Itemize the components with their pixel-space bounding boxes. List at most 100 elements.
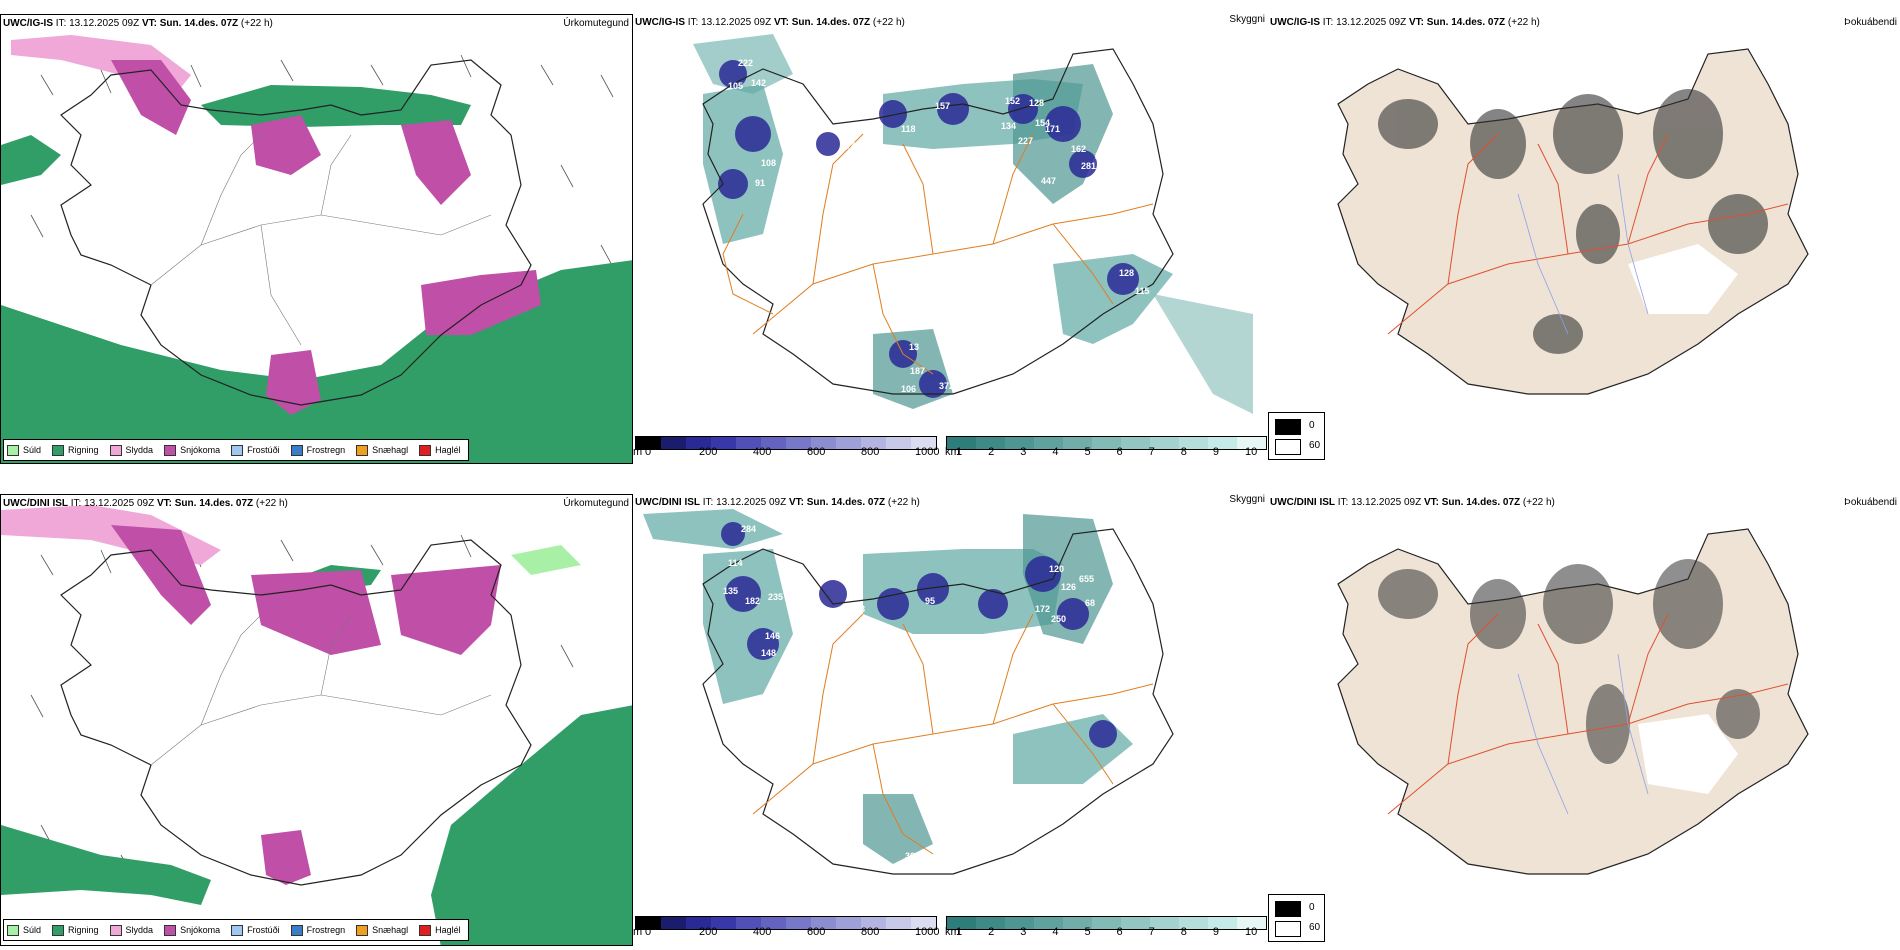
snow-depth-label: 162: [1071, 144, 1086, 154]
fog-index-label: Þokuábendi: [1844, 17, 1897, 28]
cloud-key-swatch-0: [1275, 419, 1301, 435]
rain-area-north: [201, 85, 471, 127]
snow-depth-label: 13: [909, 342, 919, 352]
roads: [752, 613, 1154, 855]
colorbar-segment: [1034, 437, 1063, 449]
snow-visibility-panel-2: 284 114 135 182 235 146 148 98 67 95 120 655 172 126 6…: [633, 494, 1268, 946]
snow-depth-label: 187: [910, 366, 925, 376]
precip-type-panel-2: UWC/DINI ISL IT: 13.12.2025 09Z VT: Sun.…: [0, 494, 633, 946]
snow-depth-label: 95: [925, 596, 935, 606]
snow-depth-unit: m: [633, 446, 643, 458]
panel-title: UWC/IG-IS IT: 13.12.2025 09Z VT: Sun. 14…: [3, 18, 273, 29]
colorbar-tick-label: 7: [1148, 926, 1155, 938]
legend-item: Slydda: [109, 924, 153, 936]
colorbar-tick-label: 200: [699, 926, 718, 938]
snow-depth-label: 35: [1128, 756, 1138, 766]
precip-map-2: [1, 505, 632, 945]
init-time: 13.12.2025 09Z: [716, 497, 787, 508]
snow-area-n: [251, 115, 321, 175]
legend-item: Frostúði: [231, 924, 280, 936]
vt-label: VT:: [788, 497, 804, 508]
colorbar-tick-label: 10: [1245, 446, 1258, 458]
vis-shading-e: [1053, 254, 1173, 344]
colorbar-segment: [1034, 917, 1063, 929]
snow-depth-label: 284: [741, 524, 756, 534]
fog-white-area: [1628, 244, 1738, 314]
valid-time: Sun. 14.des. 07Z: [806, 497, 886, 508]
colorbar-tick-label: 1: [956, 926, 963, 938]
colorbar-segment: [976, 917, 1005, 929]
lead-time: (+22 h): [255, 498, 288, 509]
colorbar-segment: [1063, 437, 1092, 449]
snow-depth-label: 152: [1005, 96, 1020, 106]
snow-depth-label: 150: [1039, 326, 1054, 336]
legend-swatch: [52, 444, 65, 456]
colorbar-segment: [861, 917, 886, 929]
panel-title: UWC/DINI ISL IT: 13.12.2025 09Z VT: Sun.…: [3, 498, 288, 509]
lead-time: (+22 h): [887, 497, 920, 508]
init-time: 13.12.2025 09Z: [69, 18, 140, 29]
colorbar-tick-label: 600: [807, 446, 826, 458]
colorbar-tick-label: 800: [861, 446, 880, 458]
colorbar-tick-label: 2: [988, 926, 995, 938]
fog-panel-2: UWC/DINI ISL IT: 13.12.2025 09Z VT: Sun.…: [1268, 494, 1900, 946]
model-name: UWC/IG-IS: [1270, 17, 1320, 28]
legend-item: Snjókoma: [164, 924, 220, 936]
precip-type-label: Úrkomutegund: [563, 18, 629, 29]
colorbar-segment: [1121, 917, 1150, 929]
snow-depth-label: 300: [905, 851, 920, 861]
legend-item: Frostúði: [231, 444, 280, 456]
colorbar-segment: [636, 917, 661, 929]
lead-time: (+22 h): [240, 18, 273, 29]
legend-swatch: [231, 924, 244, 936]
colorbar-segment: [947, 437, 976, 449]
legend-swatch: [356, 924, 369, 936]
snow-area-e: [421, 270, 541, 335]
snow-depth-label: 169: [1123, 588, 1138, 598]
legend-swatch: [419, 924, 432, 936]
legend-item: Frostregn: [290, 924, 345, 936]
legend-item: Haglél: [419, 924, 461, 936]
colorbar-segment: [861, 437, 886, 449]
lead-time: (+22 h): [872, 17, 905, 28]
snow-depth-label: 108: [1119, 641, 1134, 651]
snow-depth-label: 118: [901, 124, 916, 134]
vis-shading-w: [703, 549, 793, 704]
init-time: 13.12.2025 09Z: [84, 498, 155, 509]
lead-time: (+22 h): [1507, 17, 1540, 28]
snow-depth-label: 68: [1085, 598, 1095, 608]
valid-time: Sun. 14.des. 07Z: [159, 18, 239, 29]
colorbar-segment: [836, 917, 861, 929]
legend-label: Rigning: [68, 445, 99, 455]
valid-time: Sun. 14.des. 07Z: [791, 17, 871, 28]
colorbar-tick-label: 0: [645, 926, 652, 938]
legend-swatch: [109, 444, 122, 456]
snow-area-ne: [401, 120, 471, 205]
rain-area-south: [1, 825, 211, 905]
precip-type-label: Úrkomutegund: [563, 498, 629, 509]
snow-depth-label: 120: [1049, 564, 1064, 574]
snow-depth-label: 182: [745, 596, 760, 606]
colorbar-segment: [911, 437, 936, 449]
model-name: UWC/IG-IS: [3, 18, 53, 29]
colorbar-segment: [1150, 917, 1179, 929]
colorbar-segment: [1005, 917, 1034, 929]
vis-shading-nw: [643, 509, 783, 549]
iceland-outline: [60, 59, 532, 406]
snow-depth-label: 207: [783, 116, 798, 126]
panel-title: UWC/DINI ISL IT: 13.12.2025 09Z VT: Sun.…: [1270, 497, 1555, 508]
legend-swatch: [419, 444, 432, 456]
roads: [1387, 613, 1789, 815]
snow-depth-label: 270: [1051, 654, 1066, 664]
colorbar-segment: [761, 917, 786, 929]
legend-label: Frostúði: [247, 925, 280, 935]
legend-swatch: [52, 924, 65, 936]
legend-swatch: [356, 444, 369, 456]
colorbar-segment: [1092, 437, 1121, 449]
it-label: IT:: [1337, 497, 1349, 508]
cloud-key-swatch-60: [1275, 439, 1301, 455]
snow-depth-colorbar: [635, 436, 937, 450]
snow-depth-label: 447: [1041, 176, 1056, 186]
snow-depth-label: 142: [751, 78, 766, 88]
colorbar-segment: [836, 437, 861, 449]
